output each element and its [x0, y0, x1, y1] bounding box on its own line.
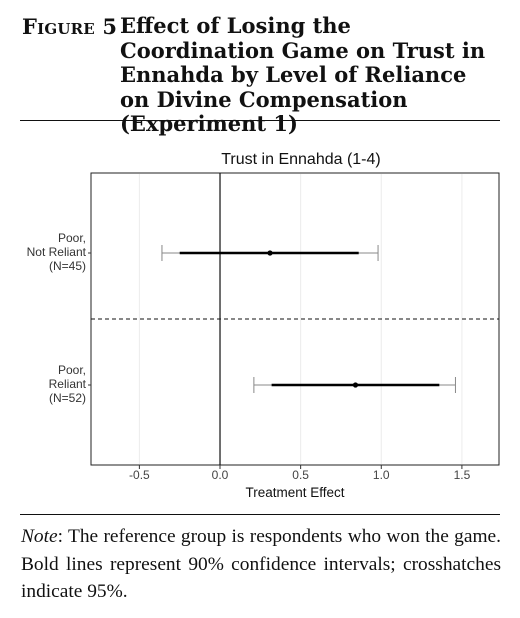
x-tick-label: 0.5 — [292, 468, 309, 482]
category-label-line: Reliant — [49, 377, 87, 391]
figure-label: Figure 5 — [22, 14, 118, 39]
data-marks — [91, 173, 499, 465]
note-text: : The reference group is respondents who… — [21, 526, 501, 602]
figure-note: Note: The reference group is respondents… — [21, 523, 501, 606]
x-tick-label: -0.5 — [129, 468, 150, 482]
x-axis: -0.5 0.0 0.5 1.0 1.5 — [129, 465, 471, 482]
category-label-line: (N=45) — [49, 259, 86, 273]
category-label-line: (N=52) — [49, 391, 86, 405]
category-label-line: Poor, — [58, 231, 86, 245]
category-label-line: Poor, — [58, 363, 86, 377]
point-estimate — [267, 250, 273, 256]
category-label-line: Not Reliant — [27, 245, 87, 259]
chart-title: Trust in Ennahda (1-4) — [221, 151, 380, 168]
category-labels: Poor,Not Reliant(N=45)Poor,Reliant(N=52) — [27, 231, 91, 405]
top-rule — [20, 120, 500, 121]
x-axis-label: Treatment Effect — [245, 485, 344, 500]
figure-title: Effect of Losing the Coordination Game o… — [120, 13, 486, 136]
x-tick-label: 0.0 — [212, 468, 229, 482]
x-tick-label: 1.0 — [373, 468, 390, 482]
coefficient-plot: Trust in Ennahda (1-4) -0.5 0.0 0.5 1.0 1.5 … — [27, 151, 500, 500]
bottom-rule — [20, 514, 500, 515]
point-estimate — [352, 382, 359, 388]
x-tick-label: 1.5 — [454, 468, 471, 482]
note-lead: Note — [21, 526, 58, 547]
